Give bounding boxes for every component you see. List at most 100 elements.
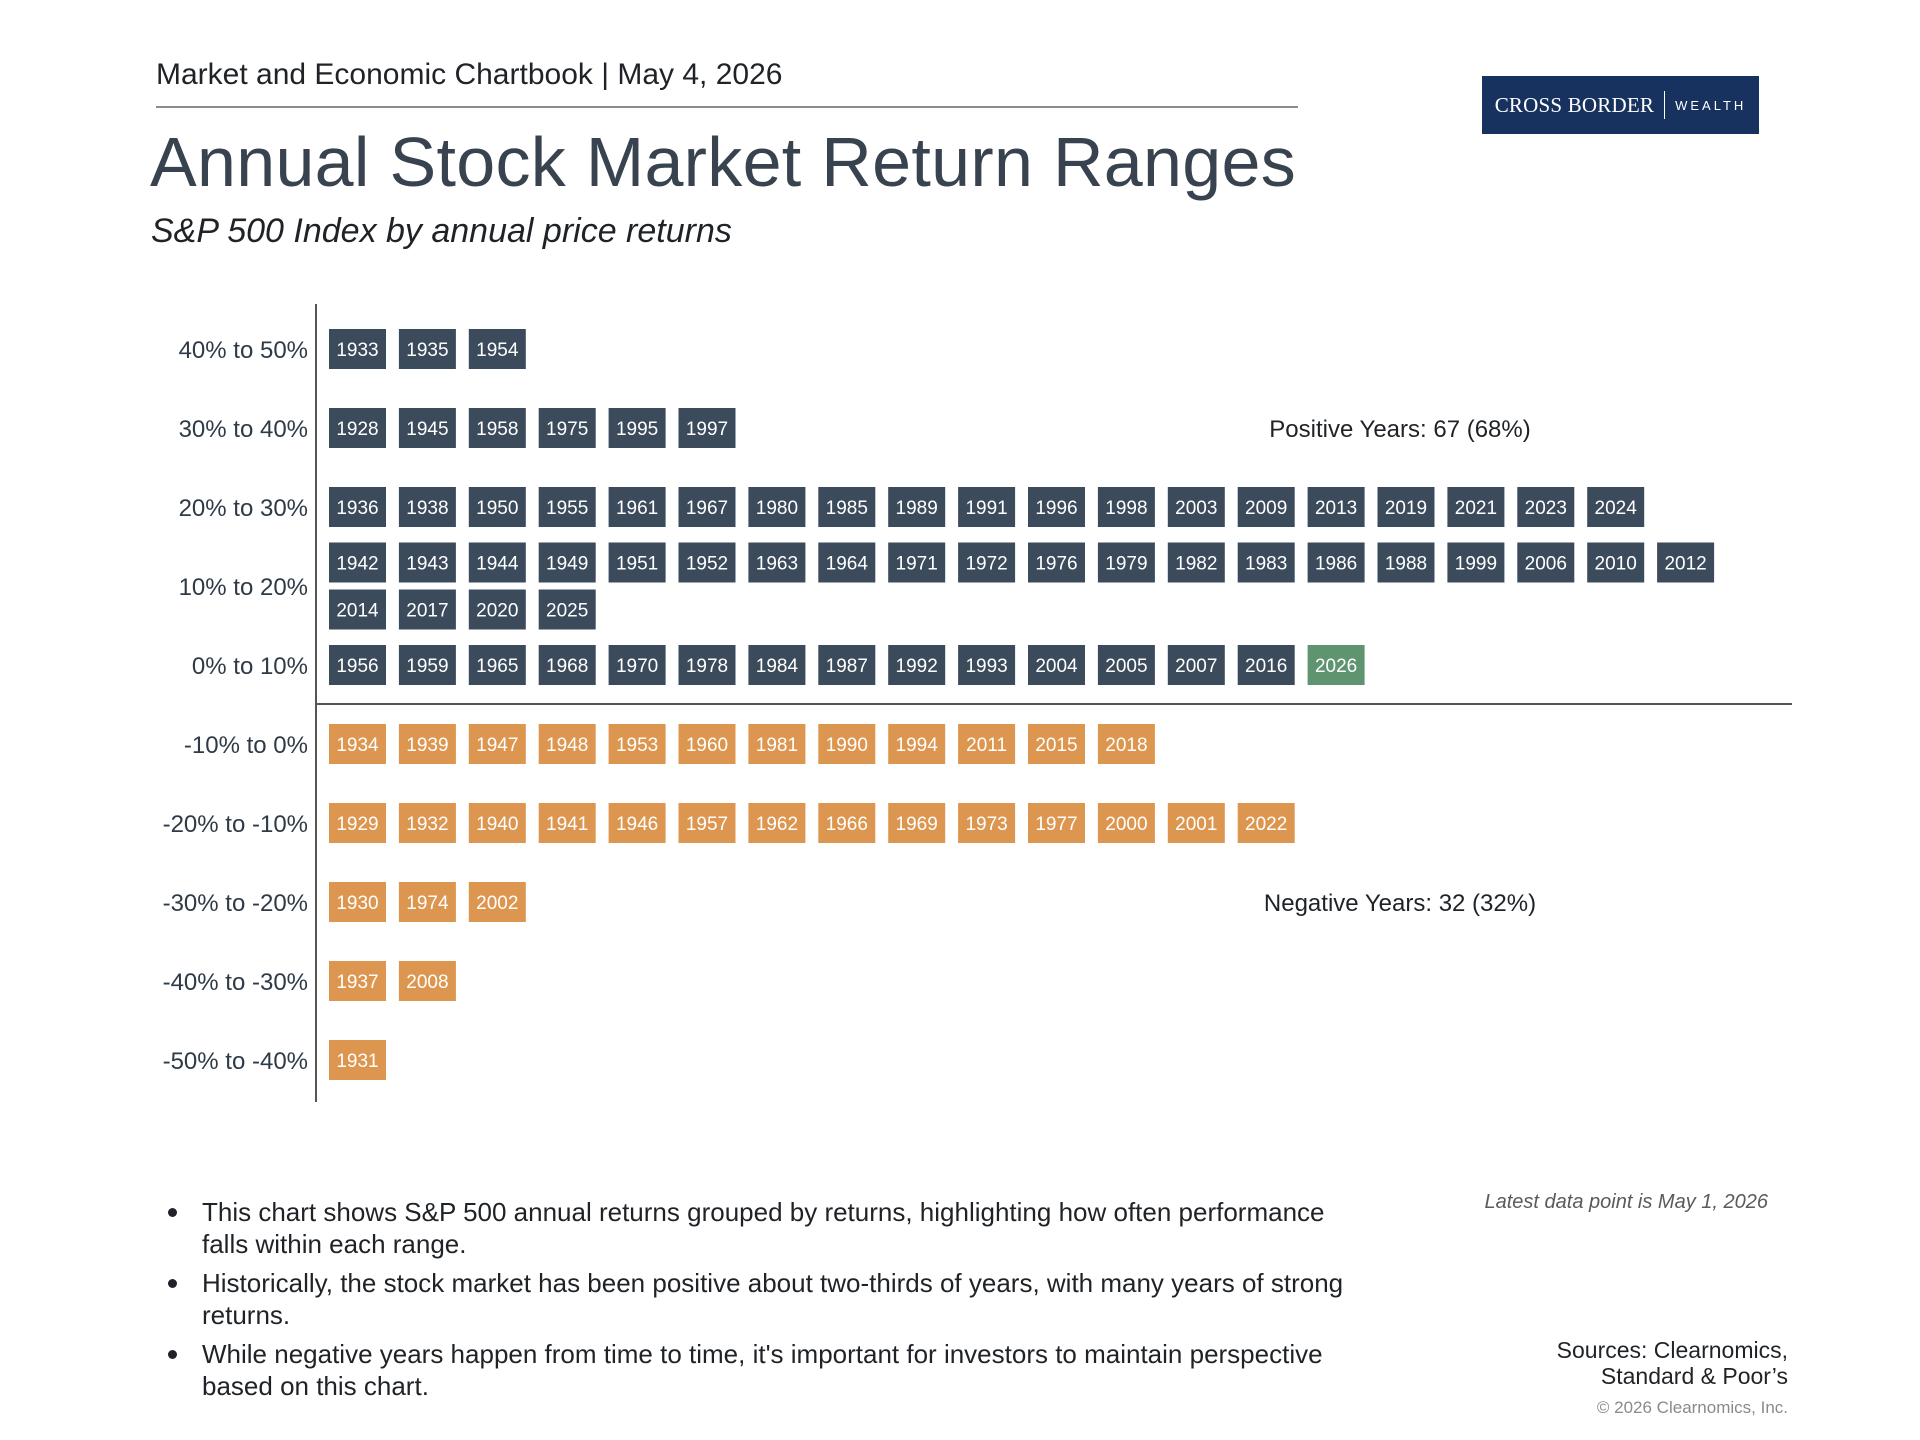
year-label: 1928 — [336, 419, 378, 440]
year-box — [1307, 645, 1365, 685]
year-label: 1985 — [826, 498, 868, 519]
year-label: 1988 — [1385, 554, 1427, 575]
year-box — [468, 487, 526, 527]
year-label: 1978 — [686, 656, 728, 677]
year-box — [748, 645, 806, 685]
year-label: 1955 — [546, 498, 588, 519]
year-label: 1943 — [406, 554, 448, 575]
year-box — [1028, 542, 1085, 583]
year-label: 1964 — [826, 554, 869, 575]
negative-years-annotation: Negative Years: 32 (32%) — [1264, 890, 1536, 917]
year-box — [678, 724, 736, 764]
year-label: 2017 — [406, 601, 448, 622]
year-label: 1945 — [406, 419, 448, 440]
year-box — [538, 803, 596, 843]
year-box — [678, 803, 736, 843]
year-box — [398, 329, 456, 369]
year-label: 1930 — [336, 893, 378, 914]
year-label: 2012 — [1664, 554, 1706, 575]
year-label: 1996 — [1035, 498, 1077, 519]
year-label: 1941 — [546, 814, 588, 835]
year-label: 1942 — [336, 554, 378, 575]
year-label: 2003 — [1175, 498, 1217, 519]
year-label: 2004 — [1035, 656, 1078, 677]
year-box — [678, 408, 736, 448]
year-label: 2022 — [1245, 814, 1287, 835]
year-label: 1984 — [756, 656, 799, 677]
year-box — [818, 724, 876, 764]
bullet-text: This chart shows S&P 500 annual returns … — [202, 1197, 1325, 1259]
row-label: -10% to 0% — [184, 732, 308, 759]
year-box — [538, 542, 596, 583]
year-box — [958, 542, 1016, 583]
year-label: 1929 — [336, 814, 378, 835]
year-label: 1946 — [616, 814, 658, 835]
row-label: 40% to 50% — [179, 337, 308, 364]
year-box — [1028, 724, 1085, 764]
year-label: 2007 — [1175, 656, 1217, 677]
year-box — [1097, 803, 1155, 843]
year-box — [678, 487, 736, 527]
bullet-item: This chart shows S&P 500 annual returns … — [165, 1196, 1365, 1260]
year-label: 2026 — [1315, 656, 1357, 677]
year-label: 2010 — [1595, 554, 1637, 575]
year-label: 2000 — [1105, 814, 1147, 835]
year-label: 1968 — [546, 656, 588, 677]
year-box — [329, 487, 386, 527]
year-box — [608, 724, 666, 764]
year-label: 1980 — [756, 498, 798, 519]
year-box — [398, 589, 456, 630]
bullet-list: This chart shows S&P 500 annual returns … — [165, 1196, 1365, 1409]
year-box — [818, 645, 876, 685]
year-label: 1982 — [1175, 554, 1217, 575]
year-label: 1953 — [616, 735, 658, 756]
year-label: 1999 — [1455, 554, 1497, 575]
year-box — [888, 645, 946, 685]
year-box — [1447, 542, 1505, 583]
year-box — [1097, 724, 1155, 764]
sources-line: Standard & Poor’s — [1600, 1363, 1788, 1389]
year-label: 1992 — [896, 656, 938, 677]
year-box — [1237, 542, 1295, 583]
year-label: 1931 — [336, 1051, 378, 1072]
year-label: 1994 — [896, 735, 939, 756]
year-label: 1949 — [546, 554, 588, 575]
year-box — [329, 724, 386, 764]
year-label: 1976 — [1035, 554, 1077, 575]
year-box — [748, 803, 806, 843]
year-label: 1998 — [1105, 498, 1147, 519]
page-title: Annual Stock Market Return Ranges — [150, 123, 1297, 201]
year-box — [1657, 542, 1715, 583]
year-label: 2014 — [336, 601, 379, 622]
copyright-note: © 2026 Clearnomics, Inc. — [1596, 1398, 1788, 1417]
year-box — [329, 329, 386, 369]
year-label: 2024 — [1595, 498, 1638, 519]
year-box — [1307, 487, 1365, 527]
year-label: 2023 — [1525, 498, 1567, 519]
year-box — [1167, 645, 1225, 685]
year-box — [538, 487, 596, 527]
year-box — [888, 542, 946, 583]
year-label: 1962 — [756, 814, 798, 835]
year-label: 2020 — [476, 601, 518, 622]
year-label: 1950 — [476, 498, 518, 519]
row-label: -30% to -20% — [163, 890, 308, 917]
year-box — [398, 645, 456, 685]
year-box — [1237, 487, 1295, 527]
row-label: 10% to 20% — [179, 574, 308, 601]
year-box — [1377, 487, 1435, 527]
year-label: 1954 — [476, 340, 519, 361]
year-box — [608, 487, 666, 527]
year-box — [958, 645, 1016, 685]
year-label: 1983 — [1245, 554, 1287, 575]
year-label: 1956 — [336, 656, 378, 677]
year-label: 1948 — [546, 735, 588, 756]
year-label: 2019 — [1385, 498, 1427, 519]
year-label: 1938 — [406, 498, 448, 519]
year-label: 1969 — [896, 814, 938, 835]
year-label: 2011 — [966, 735, 1007, 756]
year-box — [1447, 487, 1505, 527]
year-box — [329, 408, 386, 448]
year-box — [468, 408, 526, 448]
